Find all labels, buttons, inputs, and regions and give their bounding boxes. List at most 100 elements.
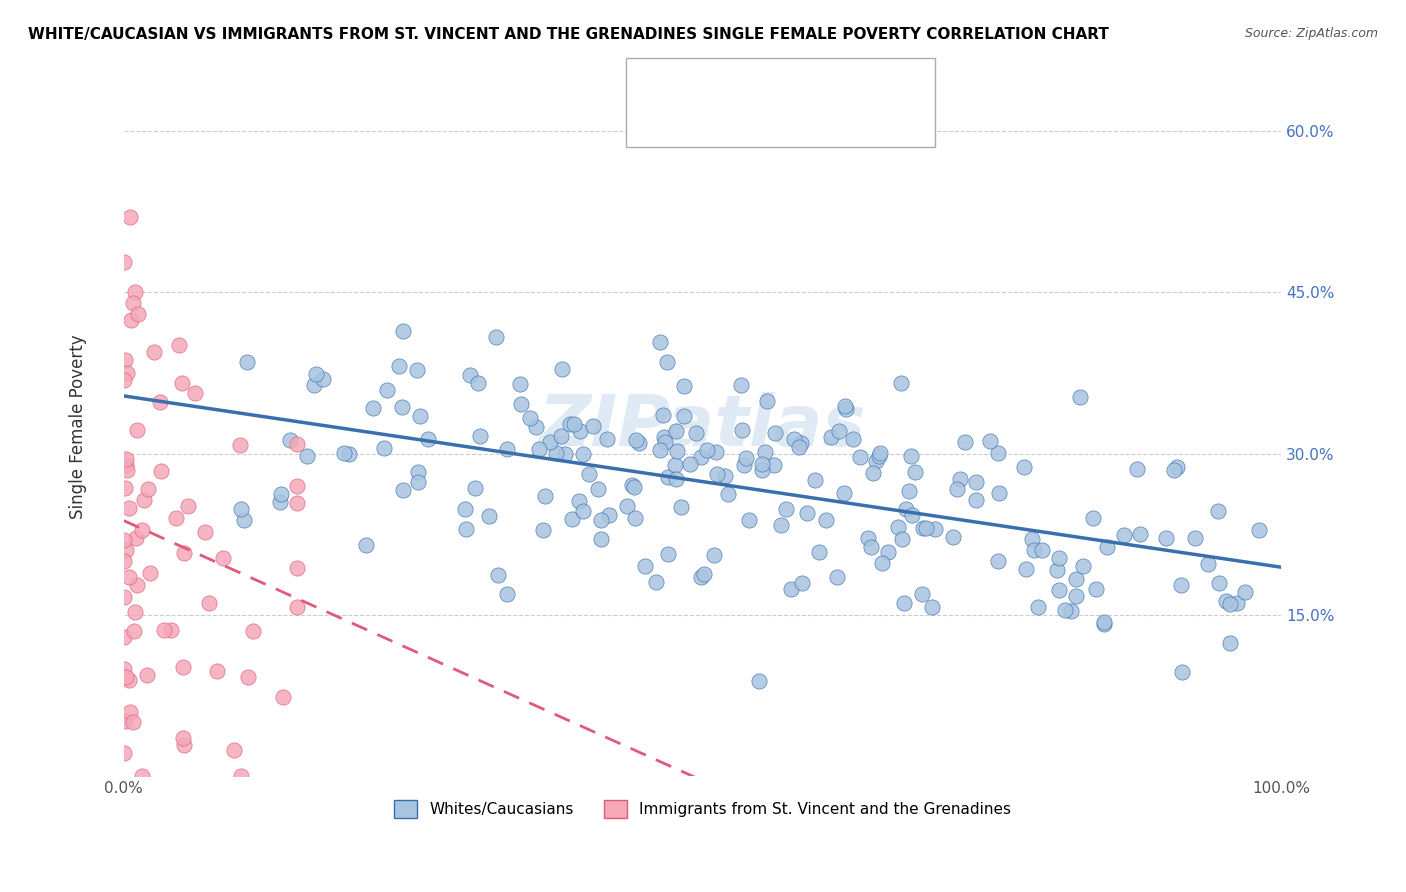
Point bbox=[862, 466, 884, 480]
Point bbox=[911, 521, 934, 535]
Point bbox=[1092, 615, 1115, 629]
Point bbox=[122, 624, 145, 639]
Point bbox=[305, 368, 328, 382]
Point bbox=[1047, 550, 1070, 565]
Point bbox=[554, 447, 576, 461]
Point bbox=[893, 596, 915, 610]
Point bbox=[114, 714, 136, 728]
Point bbox=[496, 587, 519, 601]
Point bbox=[790, 576, 813, 591]
Point bbox=[665, 425, 688, 439]
Point bbox=[569, 424, 592, 438]
Point bbox=[562, 417, 585, 431]
Point bbox=[1069, 390, 1091, 404]
Point bbox=[627, 436, 650, 450]
Point bbox=[229, 769, 252, 783]
Point bbox=[897, 483, 920, 498]
Point bbox=[679, 457, 702, 471]
Point bbox=[1047, 582, 1070, 597]
Point bbox=[112, 630, 135, 644]
Point bbox=[142, 344, 165, 359]
Point bbox=[669, 500, 692, 514]
Point bbox=[1054, 603, 1077, 617]
Point bbox=[596, 432, 619, 446]
Point bbox=[170, 376, 193, 390]
Text: WHITE/CAUCASIAN VS IMMIGRANTS FROM ST. VINCENT AND THE GRENADINES SINGLE FEMALE : WHITE/CAUCASIAN VS IMMIGRANTS FROM ST. V… bbox=[28, 27, 1109, 42]
Point bbox=[624, 434, 647, 448]
Point bbox=[339, 447, 361, 461]
Point bbox=[122, 296, 145, 310]
Text: N =: N = bbox=[787, 108, 821, 122]
Point bbox=[783, 432, 806, 446]
Point bbox=[953, 435, 976, 450]
Point bbox=[856, 531, 879, 545]
Point bbox=[392, 324, 415, 338]
Point bbox=[900, 508, 922, 522]
Text: N =: N = bbox=[787, 72, 821, 87]
Point bbox=[139, 566, 162, 580]
Point bbox=[666, 444, 689, 458]
Point bbox=[582, 418, 605, 433]
Point bbox=[704, 445, 727, 459]
Point bbox=[825, 569, 848, 583]
Point bbox=[117, 500, 139, 515]
Point bbox=[392, 483, 415, 498]
Point bbox=[464, 481, 486, 495]
Point bbox=[118, 210, 141, 224]
Point bbox=[779, 582, 801, 596]
Point bbox=[526, 420, 548, 434]
Point bbox=[832, 485, 855, 500]
Point bbox=[454, 502, 477, 516]
Point bbox=[287, 560, 309, 574]
Point bbox=[112, 590, 135, 604]
Point bbox=[921, 599, 943, 614]
Point bbox=[623, 480, 645, 494]
Point bbox=[904, 465, 927, 479]
Point bbox=[114, 543, 136, 558]
Point bbox=[946, 482, 969, 496]
Point bbox=[551, 362, 574, 376]
Point bbox=[598, 508, 620, 523]
Point bbox=[176, 500, 198, 514]
Point bbox=[470, 428, 492, 442]
Point bbox=[645, 574, 668, 589]
Point bbox=[1095, 540, 1118, 554]
Point bbox=[814, 513, 837, 527]
Point bbox=[112, 747, 135, 761]
Text: 197: 197 bbox=[834, 72, 866, 87]
Point bbox=[127, 578, 149, 592]
Point bbox=[1112, 527, 1135, 541]
Point bbox=[1197, 557, 1219, 571]
Point bbox=[152, 624, 174, 638]
Point bbox=[965, 493, 987, 508]
Point bbox=[458, 368, 481, 382]
Point bbox=[135, 668, 157, 682]
Point bbox=[1024, 542, 1046, 557]
Point bbox=[751, 462, 773, 476]
Point bbox=[828, 424, 851, 438]
Point bbox=[624, 510, 647, 524]
Point bbox=[807, 545, 830, 559]
Point bbox=[485, 329, 508, 343]
Point bbox=[665, 472, 688, 486]
Point bbox=[236, 670, 259, 684]
Point bbox=[167, 338, 190, 352]
Point bbox=[509, 377, 531, 392]
Point bbox=[890, 376, 912, 391]
Point bbox=[790, 436, 813, 450]
Point bbox=[591, 532, 613, 546]
Point bbox=[1163, 463, 1185, 477]
Point bbox=[1060, 604, 1083, 618]
Point bbox=[478, 508, 501, 523]
Point bbox=[233, 513, 256, 527]
Point bbox=[295, 449, 318, 463]
Point bbox=[205, 664, 228, 678]
Point bbox=[1012, 460, 1035, 475]
Point bbox=[654, 430, 676, 444]
Point bbox=[887, 520, 910, 534]
Point bbox=[650, 334, 672, 349]
Point bbox=[655, 355, 678, 369]
Text: Single Female Poverty: Single Female Poverty bbox=[69, 334, 87, 519]
Point bbox=[125, 423, 148, 437]
Point bbox=[657, 469, 679, 483]
